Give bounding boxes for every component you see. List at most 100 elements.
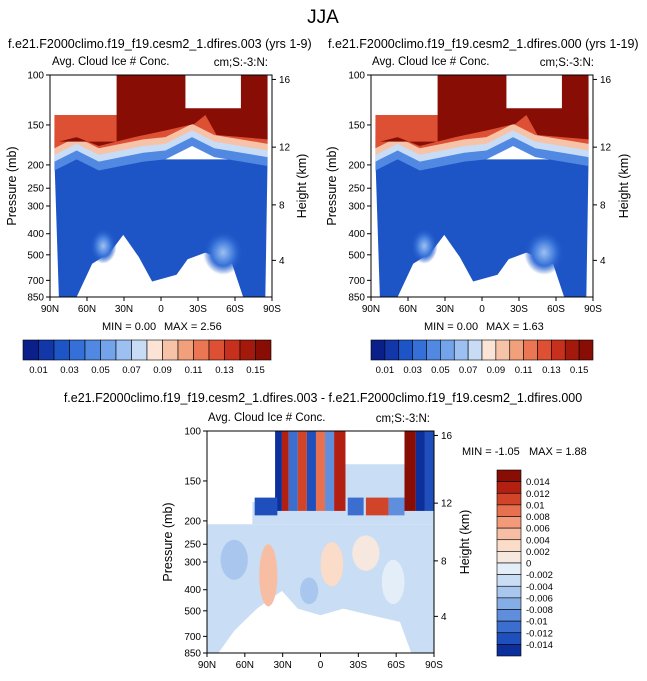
colorbar-swatch xyxy=(509,339,524,361)
colorbar-swatch xyxy=(496,644,522,657)
x-tick-label: 30S xyxy=(510,304,528,315)
colorbar-label: 0 xyxy=(526,559,531,570)
diff-field-strip xyxy=(297,431,307,511)
colorbar-swatch xyxy=(496,597,522,610)
panel-2-max-label: MAX = 1.63 xyxy=(486,321,544,333)
y-tick-label: 700 xyxy=(27,276,44,287)
field-blob-south xyxy=(524,230,565,275)
x-tick-label: 60N xyxy=(236,660,254,671)
y2-tick-label: 8 xyxy=(279,200,285,211)
diff-field-strip xyxy=(365,497,389,516)
y2-tick-label: 12 xyxy=(600,143,612,154)
colorbar-label: 0.15 xyxy=(570,365,589,376)
panel-2: f.e21.F2000climo.f19_f19.cesm2_1.dfires.… xyxy=(325,37,639,376)
colorbar-swatch xyxy=(38,339,55,361)
y2-tick-label: 8 xyxy=(600,200,606,211)
y-tick-label: 500 xyxy=(348,250,365,261)
y2-tick-label: 4 xyxy=(279,256,285,267)
diff-field-strip xyxy=(334,431,346,511)
panel-1-plot-area xyxy=(54,75,268,297)
colorbar-swatch xyxy=(426,339,441,361)
colorbar-swatch xyxy=(496,539,522,552)
colorbar-swatch xyxy=(496,516,522,529)
colorbar-swatch xyxy=(162,339,179,361)
y-tick-label: 500 xyxy=(184,606,201,617)
y-tick-label: 300 xyxy=(348,201,365,212)
panel-2-ylabel: Pressure (mb) xyxy=(325,146,339,225)
colorbar-label: 0.13 xyxy=(542,365,561,376)
colorbar-label: 0.03 xyxy=(60,365,79,376)
y2-tick-label: 12 xyxy=(279,143,291,154)
colorbar-label: 0.012 xyxy=(526,489,550,500)
panel-2-title: f.e21.F2000climo.f19_f19.cesm2_1.dfires.… xyxy=(328,37,639,51)
colorbar-label: 0.11 xyxy=(185,365,203,376)
y-tick-label: 150 xyxy=(27,120,44,131)
y2-tick-label: 4 xyxy=(600,256,606,267)
colorbar-label: -0.012 xyxy=(526,628,553,639)
x-tick-label: 90S xyxy=(584,304,602,315)
diff-field-strip xyxy=(315,431,326,511)
colorbar-swatch xyxy=(22,339,39,361)
x-tick-label: 90S xyxy=(425,660,443,671)
colorbar-swatch xyxy=(208,339,225,361)
colorbar-swatch xyxy=(496,504,522,517)
colorbar-label: 0.01 xyxy=(526,500,545,511)
field-blob-north xyxy=(89,228,117,264)
panel-3-ylabel: Pressure (mb) xyxy=(161,502,175,581)
y-tick-label: 250 xyxy=(348,184,365,195)
colorbar-label: 0.002 xyxy=(526,547,550,558)
panel-1-left-label: Avg. Cloud Ice # Conc. xyxy=(52,56,169,68)
y-tick-label: 850 xyxy=(27,293,44,304)
panel-1-colorbar: 0.01 0.03 0.05 0.07 0.09 0.11 0.13 0.15 xyxy=(22,339,272,376)
y-tick-label: 400 xyxy=(27,229,44,240)
panel-2-x-ticks: 90N 60N 30N 0 30S 60S 90S xyxy=(362,297,602,315)
panel-1-y2label: Height (km) xyxy=(295,154,309,219)
colorbar-label: 0.15 xyxy=(246,365,265,376)
colorbar-swatch xyxy=(496,527,522,541)
colorbar-swatch xyxy=(412,339,427,361)
colorbar-label: -0.014 xyxy=(526,640,553,651)
colorbar-label: 0.006 xyxy=(526,524,550,535)
colorbar-swatch xyxy=(496,469,522,482)
colorbar-swatch xyxy=(496,620,522,634)
field-blob-south xyxy=(203,230,244,275)
x-tick-label: 30S xyxy=(349,660,367,671)
diff-field-strip xyxy=(254,497,278,516)
colorbar-swatch xyxy=(496,481,522,494)
y2-tick-label: 4 xyxy=(441,612,447,623)
colorbar-swatch xyxy=(100,339,117,361)
colorbar-swatch xyxy=(496,585,522,599)
panel-2-y-ticks: 100 150 200 250 300 400 500 700 850 xyxy=(348,71,371,304)
y-tick-label: 200 xyxy=(184,516,201,527)
panel-1-y2-ticks: 16 12 8 4 xyxy=(272,75,291,267)
diff-field-patch xyxy=(220,539,248,580)
diff-field-strip xyxy=(288,431,298,511)
colorbar-swatch xyxy=(496,609,522,622)
diff-field-strip xyxy=(325,431,335,511)
colorbar-swatch xyxy=(523,339,538,361)
x-tick-label: 30S xyxy=(189,304,207,315)
colorbar-label: -0.008 xyxy=(526,605,553,616)
x-tick-label: 60N xyxy=(399,304,417,315)
x-tick-label: 0 xyxy=(158,304,164,315)
diff-field-patch xyxy=(381,559,405,605)
colorbar-label: 0.008 xyxy=(526,512,550,523)
x-tick-label: 0 xyxy=(318,660,324,671)
diff-field-strip xyxy=(281,431,289,511)
y-tick-label: 200 xyxy=(348,160,365,171)
panel-2-min-label: MIN = 0.00 xyxy=(424,321,478,333)
panel-3-y2-ticks: 16 12 8 4 xyxy=(434,431,453,623)
colorbar-swatch xyxy=(384,339,400,361)
field-lower-blue xyxy=(375,159,589,297)
panel-3-x-ticks: 90N 60N 30N 0 30S 60S 90S xyxy=(198,653,443,671)
y-tick-label: 300 xyxy=(27,201,44,212)
colorbar-swatch xyxy=(496,574,522,587)
panel-3-right-label: cm;S:-3:N: xyxy=(376,413,430,425)
colorbar-swatch xyxy=(69,339,86,361)
panel-1-min-label: MIN = 0.00 xyxy=(102,321,156,333)
page-title: JJA xyxy=(307,7,339,28)
colorbar-swatch xyxy=(578,339,594,361)
panel-3-colorbar: 0.0140.0120.010.0080.0060.0040.0020-0.00… xyxy=(496,469,553,657)
colorbar-label: 0.014 xyxy=(526,477,550,488)
y2-tick-label: 16 xyxy=(600,75,612,86)
